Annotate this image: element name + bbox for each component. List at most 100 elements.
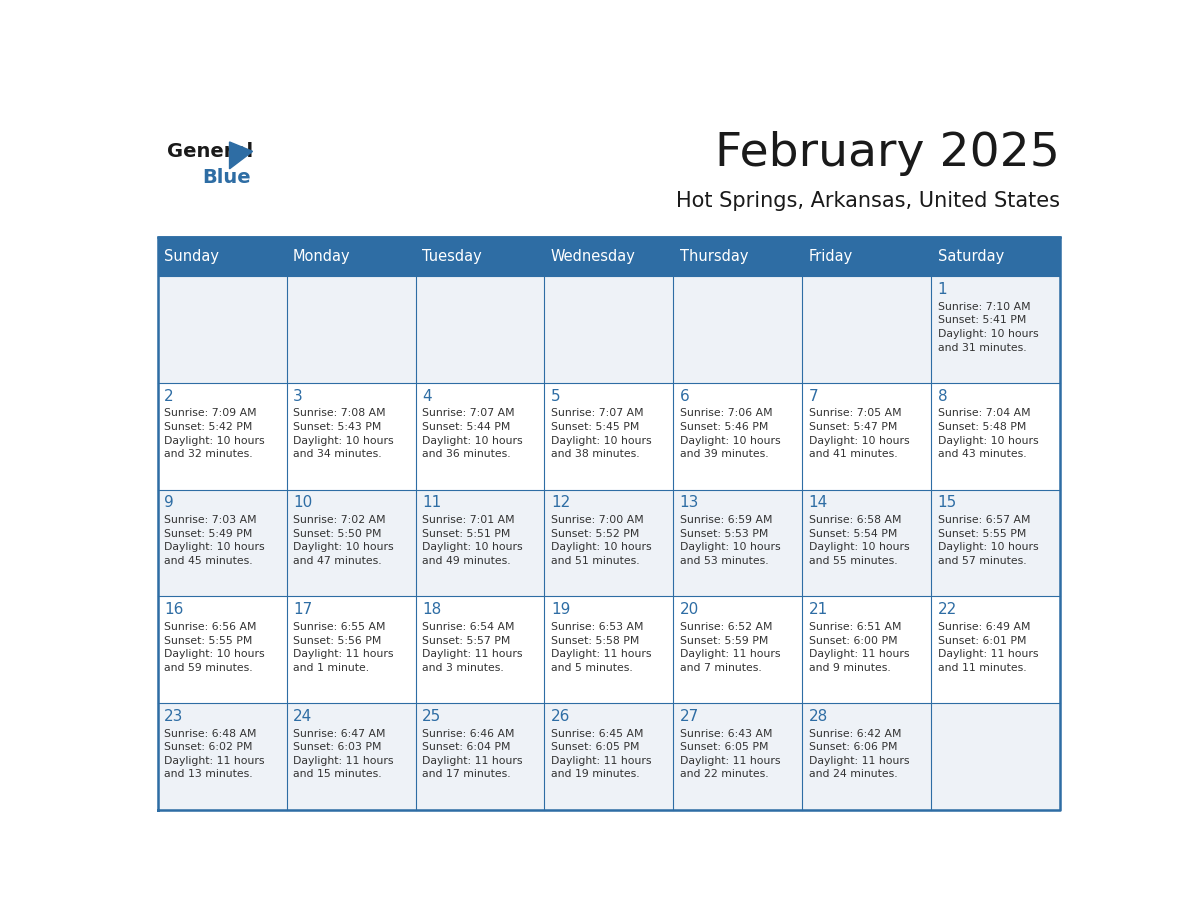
Text: 26: 26 [551, 709, 570, 724]
Text: Sunrise: 6:52 AM
Sunset: 5:59 PM
Daylight: 11 hours
and 7 minutes.: Sunrise: 6:52 AM Sunset: 5:59 PM Dayligh… [680, 621, 781, 673]
Bar [674, 383, 802, 489]
Bar [286, 383, 416, 489]
Bar [931, 703, 1060, 810]
Text: Thursday: Thursday [680, 250, 748, 264]
Bar [544, 383, 674, 489]
Text: Sunrise: 7:06 AM
Sunset: 5:46 PM
Daylight: 10 hours
and 39 minutes.: Sunrise: 7:06 AM Sunset: 5:46 PM Dayligh… [680, 409, 781, 459]
Bar [802, 276, 931, 383]
Text: 6: 6 [680, 388, 689, 404]
Text: Sunrise: 7:08 AM
Sunset: 5:43 PM
Daylight: 10 hours
and 34 minutes.: Sunrise: 7:08 AM Sunset: 5:43 PM Dayligh… [293, 409, 393, 459]
Text: 14: 14 [809, 496, 828, 510]
Bar [416, 383, 544, 489]
Bar [802, 703, 931, 810]
Bar [931, 597, 1060, 703]
Text: 18: 18 [422, 602, 441, 617]
Text: 13: 13 [680, 496, 699, 510]
Text: Sunrise: 6:46 AM
Sunset: 6:04 PM
Daylight: 11 hours
and 17 minutes.: Sunrise: 6:46 AM Sunset: 6:04 PM Dayligh… [422, 729, 523, 779]
Text: 22: 22 [937, 602, 956, 617]
Text: 15: 15 [937, 496, 956, 510]
Text: Sunrise: 6:45 AM
Sunset: 6:05 PM
Daylight: 11 hours
and 19 minutes.: Sunrise: 6:45 AM Sunset: 6:05 PM Dayligh… [551, 729, 651, 779]
Bar [674, 597, 802, 703]
Text: Sunrise: 7:05 AM
Sunset: 5:47 PM
Daylight: 10 hours
and 41 minutes.: Sunrise: 7:05 AM Sunset: 5:47 PM Dayligh… [809, 409, 909, 459]
Bar [931, 489, 1060, 597]
Text: 7: 7 [809, 388, 819, 404]
Text: 21: 21 [809, 602, 828, 617]
Text: 5: 5 [551, 388, 561, 404]
Bar [802, 597, 931, 703]
Text: Saturday: Saturday [937, 250, 1004, 264]
Text: Sunrise: 7:01 AM
Sunset: 5:51 PM
Daylight: 10 hours
and 49 minutes.: Sunrise: 7:01 AM Sunset: 5:51 PM Dayligh… [422, 515, 523, 566]
Text: Sunrise: 6:54 AM
Sunset: 5:57 PM
Daylight: 11 hours
and 3 minutes.: Sunrise: 6:54 AM Sunset: 5:57 PM Dayligh… [422, 621, 523, 673]
Bar [674, 703, 802, 810]
Text: Monday: Monday [293, 250, 350, 264]
Bar [286, 703, 416, 810]
Text: Sunrise: 7:09 AM
Sunset: 5:42 PM
Daylight: 10 hours
and 32 minutes.: Sunrise: 7:09 AM Sunset: 5:42 PM Dayligh… [164, 409, 265, 459]
Bar [674, 489, 802, 597]
Text: 28: 28 [809, 709, 828, 724]
Bar [416, 489, 544, 597]
Text: Sunrise: 6:51 AM
Sunset: 6:00 PM
Daylight: 11 hours
and 9 minutes.: Sunrise: 6:51 AM Sunset: 6:00 PM Dayligh… [809, 621, 909, 673]
Text: 2: 2 [164, 388, 173, 404]
Bar [416, 703, 544, 810]
Text: 1: 1 [937, 282, 947, 297]
Text: 23: 23 [164, 709, 183, 724]
Bar [802, 489, 931, 597]
Text: Sunrise: 6:47 AM
Sunset: 6:03 PM
Daylight: 11 hours
and 15 minutes.: Sunrise: 6:47 AM Sunset: 6:03 PM Dayligh… [293, 729, 393, 779]
Bar [286, 597, 416, 703]
Text: February 2025: February 2025 [715, 131, 1060, 176]
Bar [158, 703, 286, 810]
Bar [544, 276, 674, 383]
Polygon shape [229, 142, 253, 169]
Text: 8: 8 [937, 388, 947, 404]
Bar [931, 276, 1060, 383]
Text: Sunrise: 7:07 AM
Sunset: 5:45 PM
Daylight: 10 hours
and 38 minutes.: Sunrise: 7:07 AM Sunset: 5:45 PM Dayligh… [551, 409, 651, 459]
Text: Sunrise: 6:56 AM
Sunset: 5:55 PM
Daylight: 10 hours
and 59 minutes.: Sunrise: 6:56 AM Sunset: 5:55 PM Dayligh… [164, 621, 265, 673]
Bar [544, 597, 674, 703]
Text: Sunrise: 6:58 AM
Sunset: 5:54 PM
Daylight: 10 hours
and 55 minutes.: Sunrise: 6:58 AM Sunset: 5:54 PM Dayligh… [809, 515, 909, 566]
Text: 3: 3 [293, 388, 303, 404]
Text: 17: 17 [293, 602, 312, 617]
Text: 12: 12 [551, 496, 570, 510]
Bar [158, 489, 286, 597]
Text: Sunrise: 6:48 AM
Sunset: 6:02 PM
Daylight: 11 hours
and 13 minutes.: Sunrise: 6:48 AM Sunset: 6:02 PM Dayligh… [164, 729, 265, 779]
Text: 25: 25 [422, 709, 441, 724]
Bar [286, 489, 416, 597]
Bar [416, 597, 544, 703]
Text: Sunrise: 6:57 AM
Sunset: 5:55 PM
Daylight: 10 hours
and 57 minutes.: Sunrise: 6:57 AM Sunset: 5:55 PM Dayligh… [937, 515, 1038, 566]
Bar [158, 597, 286, 703]
Text: Sunrise: 6:59 AM
Sunset: 5:53 PM
Daylight: 10 hours
and 53 minutes.: Sunrise: 6:59 AM Sunset: 5:53 PM Dayligh… [680, 515, 781, 566]
Text: Sunrise: 7:00 AM
Sunset: 5:52 PM
Daylight: 10 hours
and 51 minutes.: Sunrise: 7:00 AM Sunset: 5:52 PM Dayligh… [551, 515, 651, 566]
Text: Wednesday: Wednesday [551, 250, 636, 264]
Bar [158, 276, 286, 383]
Bar [931, 383, 1060, 489]
Bar [416, 276, 544, 383]
Bar [544, 703, 674, 810]
Text: Sunrise: 6:53 AM
Sunset: 5:58 PM
Daylight: 11 hours
and 5 minutes.: Sunrise: 6:53 AM Sunset: 5:58 PM Dayligh… [551, 621, 651, 673]
Text: 16: 16 [164, 602, 183, 617]
Bar [158, 238, 1060, 276]
Text: Hot Springs, Arkansas, United States: Hot Springs, Arkansas, United States [676, 192, 1060, 211]
Text: Sunrise: 7:03 AM
Sunset: 5:49 PM
Daylight: 10 hours
and 45 minutes.: Sunrise: 7:03 AM Sunset: 5:49 PM Dayligh… [164, 515, 265, 566]
Text: 27: 27 [680, 709, 699, 724]
Text: Sunrise: 7:04 AM
Sunset: 5:48 PM
Daylight: 10 hours
and 43 minutes.: Sunrise: 7:04 AM Sunset: 5:48 PM Dayligh… [937, 409, 1038, 459]
Text: Sunrise: 6:55 AM
Sunset: 5:56 PM
Daylight: 11 hours
and 1 minute.: Sunrise: 6:55 AM Sunset: 5:56 PM Dayligh… [293, 621, 393, 673]
Bar [286, 276, 416, 383]
Text: 10: 10 [293, 496, 312, 510]
Bar [158, 383, 286, 489]
Text: Sunrise: 6:49 AM
Sunset: 6:01 PM
Daylight: 11 hours
and 11 minutes.: Sunrise: 6:49 AM Sunset: 6:01 PM Dayligh… [937, 621, 1038, 673]
Text: Blue: Blue [202, 168, 251, 187]
Text: 11: 11 [422, 496, 441, 510]
Text: 4: 4 [422, 388, 431, 404]
Text: Sunrise: 6:42 AM
Sunset: 6:06 PM
Daylight: 11 hours
and 24 minutes.: Sunrise: 6:42 AM Sunset: 6:06 PM Dayligh… [809, 729, 909, 779]
Text: Friday: Friday [809, 250, 853, 264]
Text: Sunrise: 7:07 AM
Sunset: 5:44 PM
Daylight: 10 hours
and 36 minutes.: Sunrise: 7:07 AM Sunset: 5:44 PM Dayligh… [422, 409, 523, 459]
Text: Sunrise: 6:43 AM
Sunset: 6:05 PM
Daylight: 11 hours
and 22 minutes.: Sunrise: 6:43 AM Sunset: 6:05 PM Dayligh… [680, 729, 781, 779]
Text: Sunrise: 7:02 AM
Sunset: 5:50 PM
Daylight: 10 hours
and 47 minutes.: Sunrise: 7:02 AM Sunset: 5:50 PM Dayligh… [293, 515, 393, 566]
Text: 19: 19 [551, 602, 570, 617]
Bar [674, 276, 802, 383]
Text: 24: 24 [293, 709, 312, 724]
Bar [544, 489, 674, 597]
Text: Tuesday: Tuesday [422, 250, 481, 264]
Bar [802, 383, 931, 489]
Text: Sunday: Sunday [164, 250, 219, 264]
